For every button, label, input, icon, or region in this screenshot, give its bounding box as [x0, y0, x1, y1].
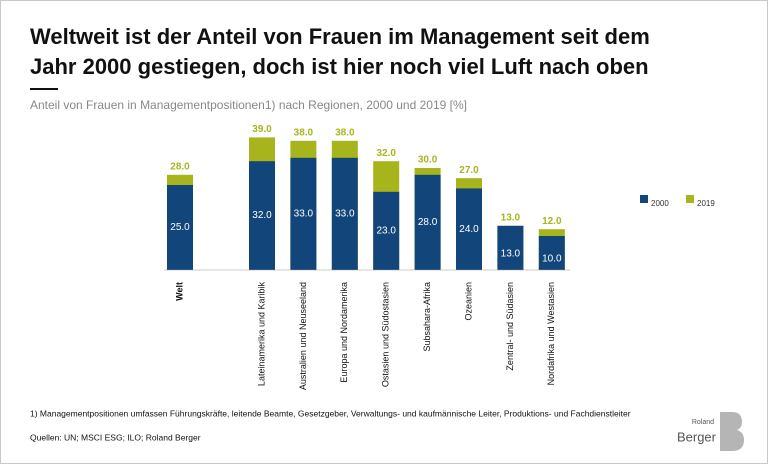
value-label: 38.0	[294, 127, 314, 138]
logo-mark	[720, 412, 744, 451]
x-tick-label: Lateinamerika und Karibik	[256, 282, 266, 387]
bar	[456, 188, 482, 270]
bar	[331, 157, 358, 270]
value-label: 33.0	[335, 209, 355, 220]
bar	[290, 157, 317, 270]
logo-text: Berger	[677, 429, 717, 444]
value-label: 10.0	[542, 254, 562, 265]
legend-label: 2019	[697, 199, 715, 208]
value-label: 13.0	[501, 212, 521, 223]
source: Quellen: UN; MSCI ESG; ILO; Roland Berge…	[30, 432, 201, 442]
bar	[497, 225, 524, 270]
bar	[249, 161, 275, 270]
logo-text: Roland	[692, 419, 714, 426]
chart-title: Weltweit ist der Anteil von Frauen im Ma…	[30, 24, 650, 49]
bar	[373, 191, 400, 270]
value-label: 13.0	[501, 249, 521, 260]
bar	[414, 174, 441, 270]
value-label: 30.0	[418, 155, 438, 166]
value-label: 23.0	[376, 226, 396, 237]
chart-title: Jahr 2000 gestiegen, doch ist hier noch …	[30, 54, 649, 79]
x-tick-label: Ostasien und Südostasien	[381, 282, 391, 387]
x-tick-label: Subsahara-Afrika	[422, 282, 432, 352]
value-label: 25.0	[170, 222, 190, 233]
value-label: 33.0	[294, 209, 314, 220]
subtitle: Anteil von Frauen in Managementpositione…	[30, 98, 467, 112]
legend-label: 2000	[651, 199, 669, 208]
bar	[167, 185, 193, 270]
x-tick-label: Europa und Nordamerika	[339, 282, 349, 383]
value-label: 32.0	[376, 148, 396, 159]
x-tick-label: Zentral- und Südasien	[505, 282, 515, 371]
value-label: 28.0	[170, 161, 190, 172]
value-label: 39.0	[252, 124, 272, 135]
x-tick-label: Welt	[174, 282, 184, 301]
footnote: 1) Managementpositionen umfassen Führung…	[30, 408, 631, 418]
x-tick-label: Australien und Neuseeland	[298, 282, 308, 390]
x-tick-label: Ozeanien	[463, 282, 473, 321]
value-label: 12.0	[542, 216, 562, 227]
legend-swatch	[640, 195, 648, 203]
value-label: 38.0	[335, 127, 355, 138]
legend-swatch	[686, 195, 694, 203]
value-label: 32.0	[252, 210, 272, 221]
value-label: 27.0	[459, 165, 479, 176]
bar	[538, 236, 565, 270]
x-tick-label: Nordafrika und Westasien	[546, 282, 556, 385]
value-label: 28.0	[418, 217, 438, 228]
value-label: 24.0	[459, 224, 479, 235]
